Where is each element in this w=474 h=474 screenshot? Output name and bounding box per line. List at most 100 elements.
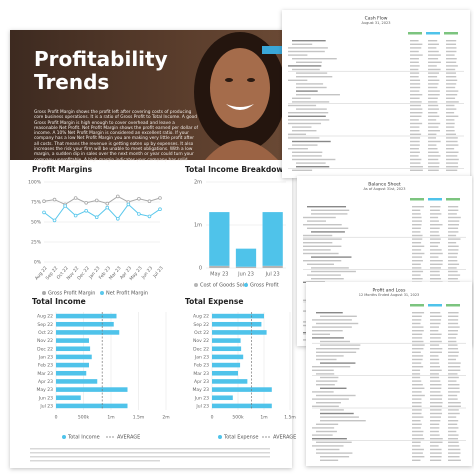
x-tick-label: 1.5m [133,415,145,421]
row-value [430,274,440,276]
bar [212,321,262,327]
fine-print-line [30,460,160,462]
row-value [412,405,422,407]
row-label [296,94,340,96]
y-tick-label: Nov 22 [193,338,209,344]
row-value [412,319,422,321]
column-header [428,198,442,201]
point [52,218,57,223]
row-value [448,231,459,233]
row-value [430,330,439,332]
row-value [412,380,422,382]
row-label [316,322,359,325]
row-value [448,337,457,339]
row-value [446,144,459,146]
row-label [320,456,350,458]
row-value [448,260,458,262]
row-value [430,267,441,269]
x-tick-label: 0 [211,415,214,421]
bar [212,370,238,376]
row-label [312,369,334,371]
row-value [410,126,420,128]
row-value [448,416,457,418]
row-value [430,452,442,454]
row-value [412,312,425,314]
chart-title: Total Income [32,297,86,306]
row-value [410,158,422,161]
row-value [428,97,438,99]
row-label [312,434,333,436]
row-value [430,387,442,389]
row-value [448,438,459,440]
bar [56,321,114,327]
row-value [412,373,421,375]
row-value [412,263,421,265]
row-value [412,206,424,208]
legend-swatch [244,283,248,287]
row-label [303,249,331,251]
row-value [428,90,440,92]
row-value [430,260,443,262]
document-title: Profit and Loss [373,288,407,294]
y-tick-label: Jan 23 [194,354,209,360]
row-value [412,420,421,422]
row-value [410,79,421,81]
row-value [448,242,457,244]
row-value [430,438,443,440]
row-value [448,213,457,215]
row-value [410,122,423,125]
bar [56,403,128,409]
column-header [428,304,442,307]
row-value [428,83,439,85]
row-label [303,238,342,240]
row-value [448,380,457,382]
row-value [430,391,441,393]
row-value [448,441,459,443]
point [147,199,152,204]
row-value [448,206,459,208]
point [84,201,88,205]
row-value [428,54,441,56]
row-value [446,133,457,135]
row-value [448,224,459,226]
point [94,215,99,220]
row-label [288,115,326,117]
y-tick-label: 50% [31,220,42,226]
row-label [303,224,342,226]
row-label [316,394,356,397]
row-value [448,427,459,429]
row-label [307,263,334,265]
row-value [412,445,421,447]
y-tick-label: 25% [31,240,42,246]
row-value [412,234,423,237]
y-tick-label: Nov 22 [37,338,53,344]
row-value [430,420,441,422]
row-value [448,216,461,219]
row-value [410,86,421,89]
row-value [446,151,459,153]
column-header [410,304,424,307]
row-value [446,158,459,161]
row-label [296,108,327,110]
row-label [320,416,359,418]
row-label [303,260,342,262]
column-header [446,304,460,307]
row-label [320,376,339,379]
row-value [430,252,443,255]
row-value [412,348,424,350]
row-label [312,427,335,429]
row-value [446,108,457,110]
bar [212,338,241,343]
point [116,217,120,221]
x-tick-label: Jul 23 [265,272,280,278]
row-label [312,337,344,339]
row-value [430,238,441,240]
row-value [428,126,439,128]
bar-segment [235,248,257,267]
row-value [430,434,440,436]
row-value [446,86,456,89]
y-tick-label: Feb 23 [38,363,53,369]
row-value [448,256,458,258]
row-value [428,50,439,53]
row-value [412,267,422,269]
